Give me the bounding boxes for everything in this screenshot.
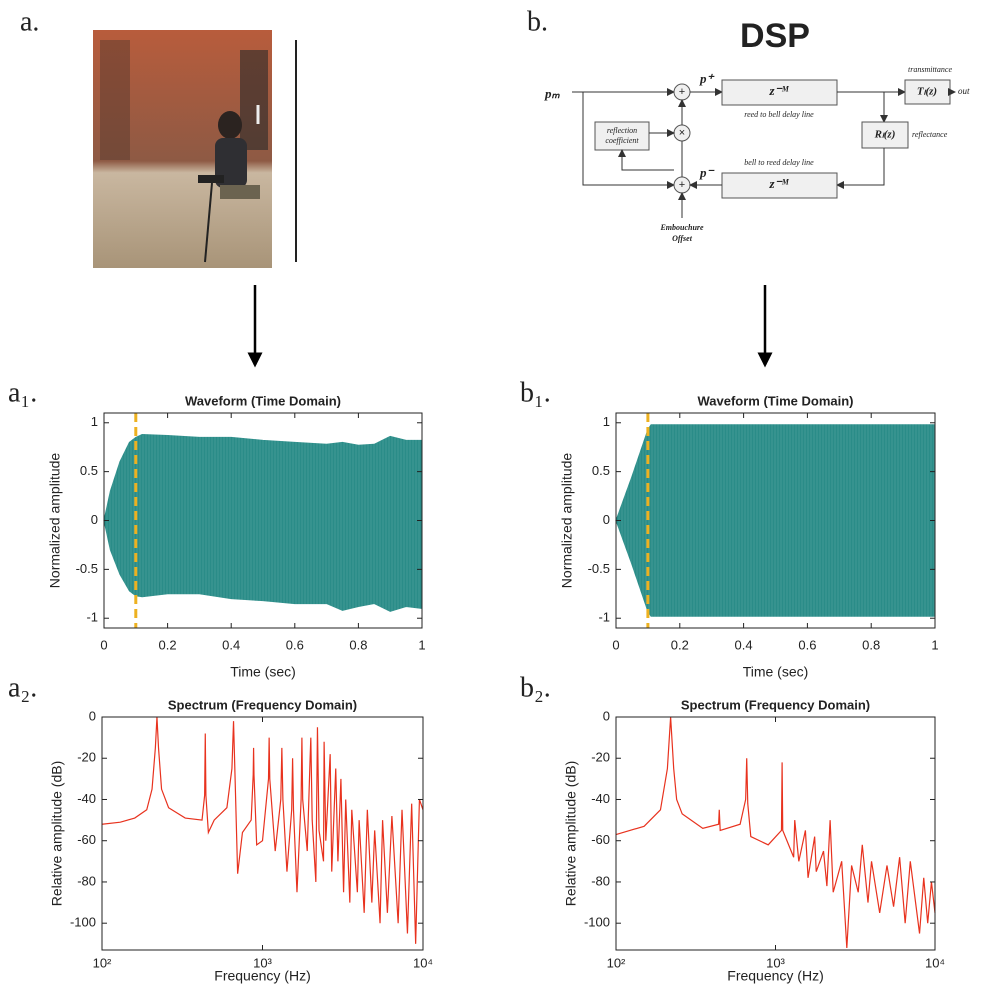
panel-label: b. — [527, 6, 548, 37]
x-tick-label: 0.8 — [862, 637, 880, 652]
x-tick-label: 0.6 — [798, 637, 816, 652]
photo — [93, 30, 297, 268]
diagram-title: DSP — [740, 17, 810, 55]
panel-label: b₂. — [520, 672, 551, 703]
plot-frame — [101, 716, 424, 951]
x-tick-label: 1 — [931, 637, 938, 652]
x-tick-label: 10³ — [253, 955, 272, 970]
y-tick-label: -0.5 — [588, 561, 610, 576]
x-tick-label: 0 — [100, 637, 107, 652]
diagram-caption: reed to bell delay line — [744, 110, 814, 119]
x-tick-label: 10² — [93, 955, 112, 970]
chart-title: Spectrum (Frequency Domain) — [681, 697, 870, 712]
y-tick-label: 0.5 — [592, 463, 610, 478]
diagram-label: Embouchure — [659, 223, 704, 232]
diagram-label: Tₗ(z) — [917, 86, 937, 98]
x-tick-label: 10⁴ — [925, 955, 945, 970]
diagram-label: reflection — [607, 126, 637, 135]
diagram-label: coefficient — [605, 136, 639, 145]
y-tick-label: -60 — [77, 832, 96, 847]
panel-label: a₂. — [8, 672, 37, 703]
y-tick-label: -60 — [591, 832, 610, 847]
diagram-label: p⁻ — [699, 165, 716, 180]
spectrum-line — [615, 716, 936, 948]
y-tick-label: -0.5 — [76, 561, 98, 576]
x-tick-label: 0.2 — [671, 637, 689, 652]
x-axis-label: Time (sec) — [743, 664, 809, 680]
y-tick-label: -20 — [591, 750, 610, 765]
y-tick-label: 0 — [603, 708, 610, 723]
y-tick-label: -80 — [77, 873, 96, 888]
x-tick-label: 1 — [418, 637, 425, 652]
diagram-caption: bell to reed delay line — [744, 158, 814, 167]
x-tick-label: 10³ — [766, 955, 785, 970]
diagram-label: pₘ — [544, 86, 561, 101]
x-axis-label: Frequency (Hz) — [214, 968, 310, 984]
chart-title: Spectrum (Frequency Domain) — [168, 697, 357, 712]
y-tick-label: -100 — [584, 915, 610, 930]
x-tick-label: 0.4 — [222, 637, 240, 652]
y-tick-label: 0 — [91, 512, 98, 527]
waveform-envelope — [103, 433, 423, 521]
plot-frame — [615, 716, 936, 951]
x-tick-label: 0.4 — [735, 637, 753, 652]
x-tick-label: 10² — [607, 955, 626, 970]
y-tick-label: -20 — [77, 750, 96, 765]
diagram-label: Offset — [672, 234, 693, 243]
svg-text:+: + — [679, 179, 685, 191]
y-axis-label: Relative amplitude (dB) — [49, 761, 65, 907]
y-axis-label: Normalized amplitude — [559, 453, 575, 589]
x-axis-label: Time (sec) — [230, 664, 296, 680]
plot-frame — [103, 412, 423, 629]
diagram-label: p⁺ — [699, 71, 716, 86]
y-tick-label: -1 — [598, 610, 610, 625]
diagram-caption: out — [958, 86, 970, 96]
y-tick-label: 0 — [603, 512, 610, 527]
x-tick-label: 0 — [612, 637, 619, 652]
y-tick-label: -40 — [591, 791, 610, 806]
panel-label: a₁. — [8, 377, 37, 408]
x-tick-label: 0.2 — [159, 637, 177, 652]
y-tick-label: -40 — [77, 791, 96, 806]
plot-frame — [615, 412, 936, 629]
y-tick-label: -80 — [591, 873, 610, 888]
dsp-diagram: DSP pₘ + × + p⁺ z⁻ᴹ reed to bell delay l… — [544, 17, 970, 243]
y-tick-label: 1 — [603, 414, 610, 429]
x-tick-label: 10⁴ — [413, 955, 433, 970]
x-tick-label: 0.8 — [349, 637, 367, 652]
chart-title: Waveform (Time Domain) — [697, 393, 853, 408]
svg-text:+: + — [679, 86, 685, 98]
y-tick-label: -100 — [70, 915, 96, 930]
diagram-label: z⁻ᴹ — [769, 83, 790, 98]
panel-label: b₁. — [520, 377, 551, 408]
y-tick-label: 0.5 — [80, 463, 98, 478]
svg-text:×: × — [679, 127, 685, 139]
y-tick-label: 1 — [91, 414, 98, 429]
diagram-label: Rₗ(z) — [874, 129, 896, 141]
spectrum-line — [101, 716, 424, 944]
chart-title: Waveform (Time Domain) — [185, 393, 341, 408]
y-tick-label: 0 — [89, 708, 96, 723]
panel-label: a. — [20, 6, 39, 37]
x-tick-label: 0.6 — [286, 637, 304, 652]
diagram-caption: transmittance — [908, 65, 952, 74]
y-axis-label: Normalized amplitude — [47, 453, 63, 589]
x-axis-label: Frequency (Hz) — [727, 968, 823, 984]
y-axis-label: Relative amplitude (dB) — [563, 761, 579, 907]
waveform-envelope — [103, 520, 423, 612]
diagram-caption: reflectance — [912, 130, 948, 139]
y-tick-label: -1 — [86, 610, 98, 625]
diagram-label: z⁻ᴹ — [769, 176, 790, 191]
